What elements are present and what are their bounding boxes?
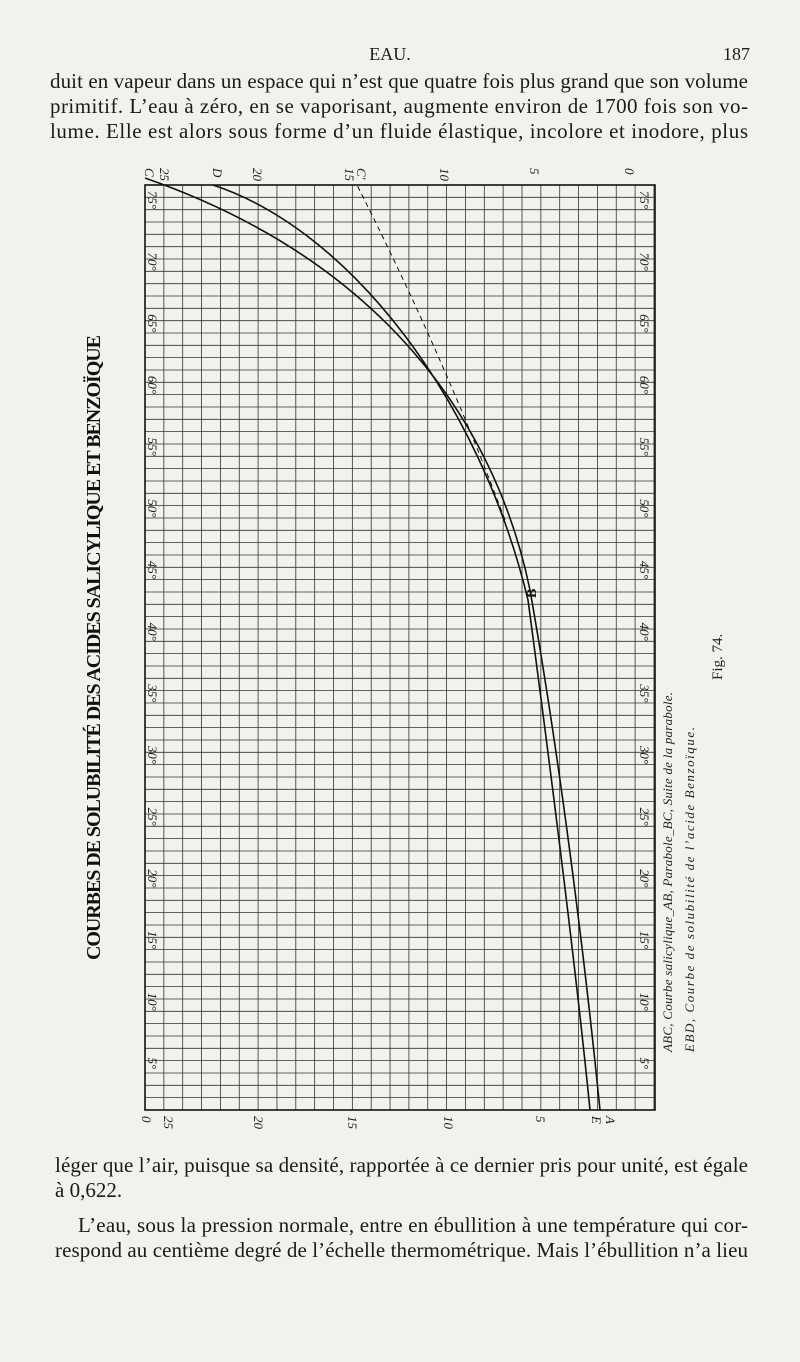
top-label: C (142, 168, 157, 177)
figure-grid (144, 184, 655, 1111)
top-label: 20 (250, 168, 265, 182)
degree-label: 20° (145, 869, 160, 887)
degree-label: 50° (145, 499, 160, 517)
degree-label: 60° (637, 376, 652, 394)
text-line: respond au centième degré de l’échelle t… (55, 1238, 749, 1262)
text-line: duit en vapeur dans un espace qui n’est … (50, 69, 748, 93)
text-line: L’eau, sous la pression normale, entre e… (78, 1213, 748, 1237)
curve-bc-dashed (356, 184, 506, 521)
top-label: 15 (342, 168, 357, 182)
degree-label: 25° (637, 808, 652, 826)
top-label: 0 (622, 168, 637, 175)
degree-label: 45° (145, 561, 160, 579)
degree-label: 75° (637, 191, 652, 209)
bottom-label: 15 (345, 1116, 360, 1130)
degree-label: 25° (145, 808, 160, 826)
text-line: à 0,622. (55, 1178, 122, 1202)
degree-label: 30° (145, 745, 160, 764)
top-label: C' (354, 168, 369, 180)
degree-label: 50° (637, 499, 652, 517)
running-head: EAU. (369, 44, 411, 64)
degree-label: 55° (637, 438, 652, 456)
degree-label: 65° (637, 314, 652, 332)
curve-ebd (212, 184, 591, 1111)
bottom-label: E (589, 1115, 604, 1124)
degree-label: 15° (145, 931, 160, 949)
degree-label: 75° (145, 191, 160, 209)
top-label: 5 (527, 168, 542, 175)
degree-label: 5° (145, 1058, 160, 1070)
top-label: D (210, 167, 225, 178)
bottom-label: 25 (161, 1116, 176, 1130)
point-label: B (525, 589, 540, 598)
degree-label: 40° (145, 623, 160, 641)
bottom-label: 5 (533, 1116, 548, 1123)
top-label: 10 (437, 168, 452, 182)
page-number: 187 (723, 44, 750, 64)
degree-label: 10° (145, 993, 160, 1011)
degree-label: 65° (145, 314, 160, 332)
text-line: lume. Elle est alors sous forme d’un flu… (50, 119, 748, 143)
degree-label: 60° (145, 376, 160, 394)
bottom-label: 20 (251, 1116, 266, 1130)
degree-label: 35° (145, 683, 160, 702)
top-label: 25 (157, 168, 172, 182)
degree-label: 40° (637, 623, 652, 641)
degree-label: 45° (637, 561, 652, 579)
figure-caption: ABC, Courbe salicylique_AB, Parabole_BC,… (660, 692, 675, 1053)
figure-frame (144, 184, 656, 1111)
text-line: léger que l’air, puisque sa densité, rap… (55, 1153, 748, 1177)
degree-label: 15° (637, 931, 652, 949)
bottom-label: 0 (139, 1116, 154, 1123)
degree-label: 70° (145, 253, 160, 271)
degree-label: 55° (145, 438, 160, 456)
curve-abc (144, 177, 601, 1111)
figure-title: COURBES DE SOLUBILITÉ DES ACIDES SALICYL… (82, 335, 105, 960)
bottom-label: A (603, 1115, 618, 1124)
degree-label: 30° (637, 745, 652, 764)
degree-label: 10° (637, 993, 652, 1011)
degree-label: 20° (637, 869, 652, 887)
figure-number: Fig. 74. (710, 634, 726, 680)
degree-label: 70° (637, 253, 652, 271)
degree-label: 5° (637, 1058, 652, 1070)
degree-label: 35° (637, 683, 652, 702)
figure-caption: EBD, Courbe de solubilité de l’acide Ben… (682, 727, 697, 1053)
bottom-label: 10 (441, 1116, 456, 1130)
text-line: primitif. L’eau à zéro, en se vaporisant… (50, 94, 748, 118)
